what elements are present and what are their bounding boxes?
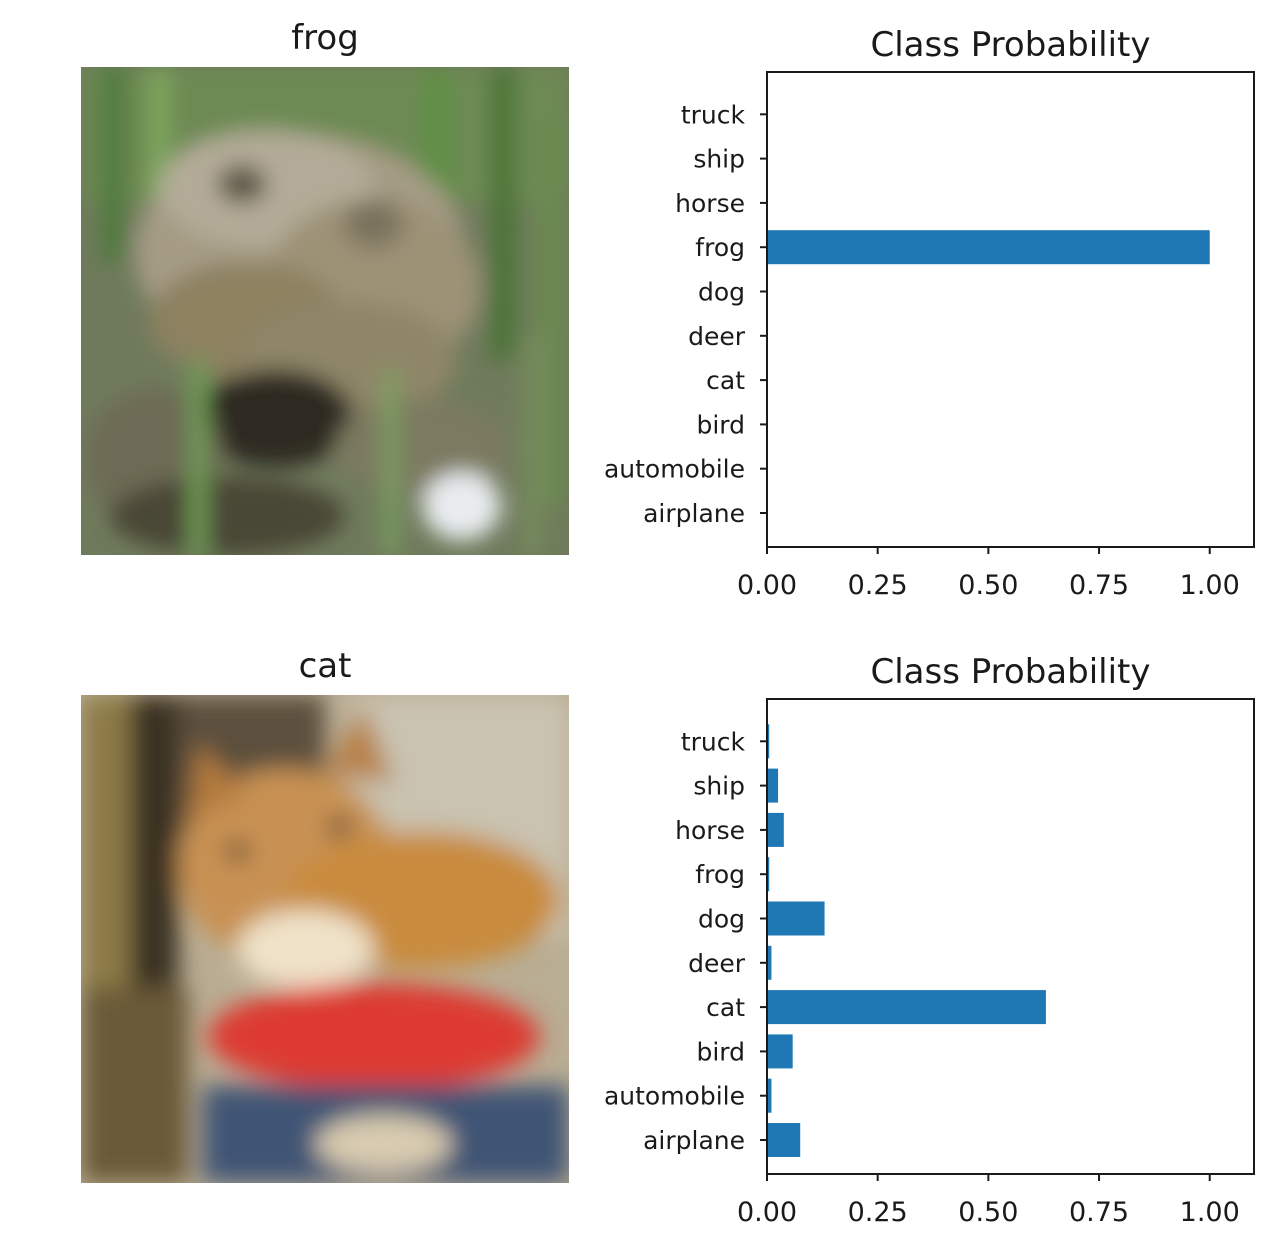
x-tick-label: 0.25 [848,570,908,601]
y-tick-label-dog: dog [698,905,745,934]
y-tick-label-bird: bird [696,1037,745,1066]
image-title-cat: cat [298,646,352,686]
x-tick-label: 0.75 [1069,1197,1129,1228]
bar-frog [767,857,770,892]
y-tick-label-truck: truck [681,727,746,756]
plot-frame [766,698,1255,1175]
y-tick-label-frog: frog [695,233,745,262]
x-tick-label: 1.00 [1180,1197,1240,1228]
plot-frame [766,71,1255,548]
bar-automobile [767,1078,772,1113]
y-tick-label-airplane: airplane [643,499,745,528]
y-tick-label-horse: horse [675,816,745,845]
class-probability-chart-frog: Class Probability airplane automobile bird c… [604,25,1255,601]
y-tick-label-automobile: automobile [604,1082,745,1111]
class-probability-chart-cat: Class Probability airplane automobile bird c… [604,652,1255,1228]
y-tick-label-ship: ship [693,145,745,174]
bar-airplane [767,1123,801,1157]
y-tick-label-bird: bird [696,410,745,439]
bar-truck [767,724,770,759]
x-tick-label: 1.00 [1180,570,1240,601]
x-tick-label: 0.25 [848,1197,908,1228]
cat-photo [81,695,569,1183]
frog-photo [81,67,569,555]
bar-bird [767,1034,793,1069]
x-tick-label: 0.00 [737,570,797,601]
y-tick-label-ship: ship [693,772,745,801]
x-tick-label: 0.75 [1069,570,1129,601]
bar-horse [767,812,784,847]
bar-cat [767,990,1046,1025]
y-tick-label-airplane: airplane [643,1126,745,1155]
image-title-frog: frog [291,18,359,58]
y-tick-label-dog: dog [698,278,745,307]
x-tick-label: 0.00 [737,1197,797,1228]
bar-ship [767,768,779,803]
y-tick-label-cat: cat [706,366,745,395]
y-tick-label-deer: deer [688,949,746,978]
bar-deer [767,945,772,980]
y-tick-label-frog: frog [695,860,745,889]
chart-title: Class Probability [871,652,1151,692]
y-tick-label-deer: deer [688,322,746,351]
y-tick-label-cat: cat [706,993,745,1022]
x-tick-label: 0.50 [958,1197,1018,1228]
bar-frog [767,230,1210,265]
y-tick-label-horse: horse [675,189,745,218]
y-tick-label-automobile: automobile [604,455,745,484]
x-tick-label: 0.50 [958,570,1018,601]
bar-dog [767,901,825,936]
chart-title: Class Probability [871,25,1151,65]
y-tick-label-truck: truck [681,100,746,129]
